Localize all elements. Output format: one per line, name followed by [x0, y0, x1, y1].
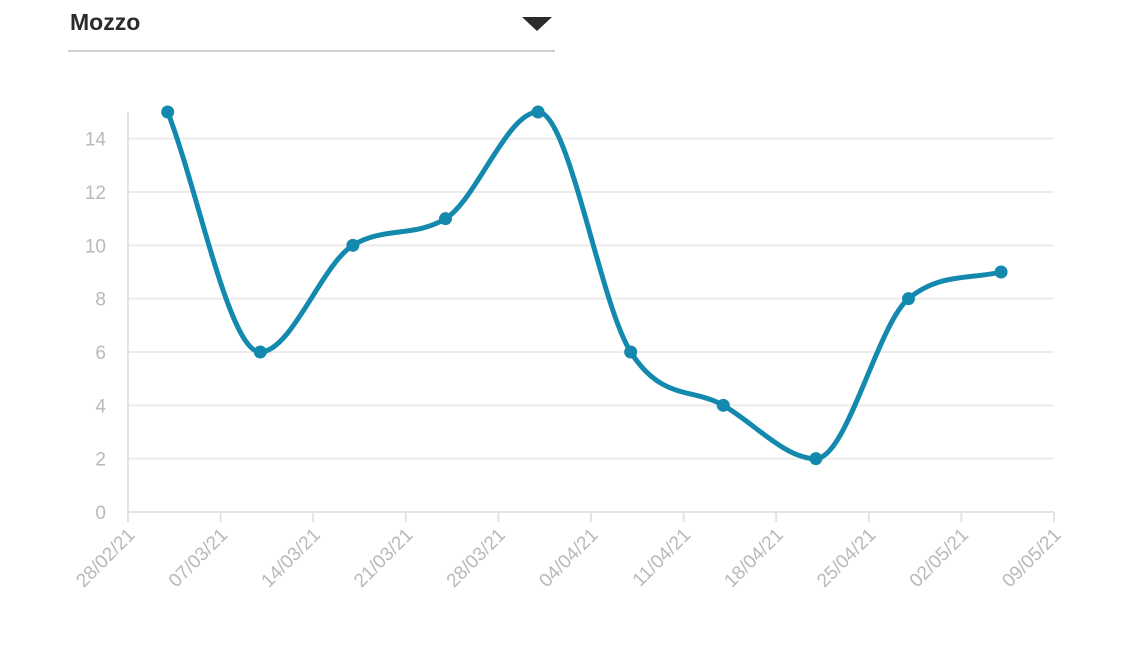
chart-axes — [127, 112, 1054, 513]
x-tick-label: 21/03/21 — [350, 525, 417, 592]
y-tick-label: 4 — [95, 396, 106, 417]
x-tick-label: 18/04/21 — [721, 525, 788, 592]
y-tick-label: 10 — [85, 236, 106, 257]
y-tick-label: 0 — [95, 503, 106, 524]
caret-down-icon — [522, 17, 552, 31]
chart-gridlines — [128, 137, 1054, 460]
data-point[interactable] — [901, 292, 915, 306]
data-point[interactable] — [253, 345, 267, 359]
y-tick-label: 14 — [85, 130, 107, 151]
data-point[interactable] — [994, 265, 1008, 279]
x-tick-label: 09/05/21 — [998, 525, 1065, 592]
series-line — [165, 109, 1004, 462]
y-tick-label: 8 — [95, 290, 106, 311]
y-tick-label: 2 — [95, 450, 106, 471]
x-tick-label: 04/04/21 — [535, 525, 602, 592]
data-point[interactable] — [438, 212, 452, 226]
x-tick-label: 25/04/21 — [813, 525, 880, 592]
x-tick-label: 28/02/21 — [72, 525, 139, 592]
x-tick-label: 11/04/21 — [629, 525, 695, 591]
x-tick-label: 14/03/21 — [258, 525, 325, 592]
x-tick-label: 02/05/21 — [906, 525, 973, 592]
chart-series — [161, 105, 1008, 466]
data-point[interactable] — [716, 398, 730, 412]
data-point[interactable] — [161, 105, 175, 119]
x-axis-ticks: 28/02/21 07/03/21 14/03/21 21/03/21 28/03/21… — [72, 512, 1066, 592]
x-tick-label: 28/03/21 — [443, 525, 510, 592]
dropdown-selected-value: Mozzo — [70, 9, 141, 35]
data-point[interactable] — [624, 345, 638, 359]
data-point[interactable] — [531, 105, 545, 119]
x-tick-label: 07/03/21 — [165, 525, 232, 592]
data-point[interactable] — [346, 238, 360, 252]
area-dropdown[interactable]: Mozzo — [68, 0, 555, 52]
y-tick-label: 12 — [85, 183, 106, 204]
y-axis-ticks: 0 2 4 6 8 10 12 14 — [85, 130, 107, 524]
y-tick-label: 6 — [95, 343, 106, 364]
data-point[interactable] — [809, 452, 823, 466]
